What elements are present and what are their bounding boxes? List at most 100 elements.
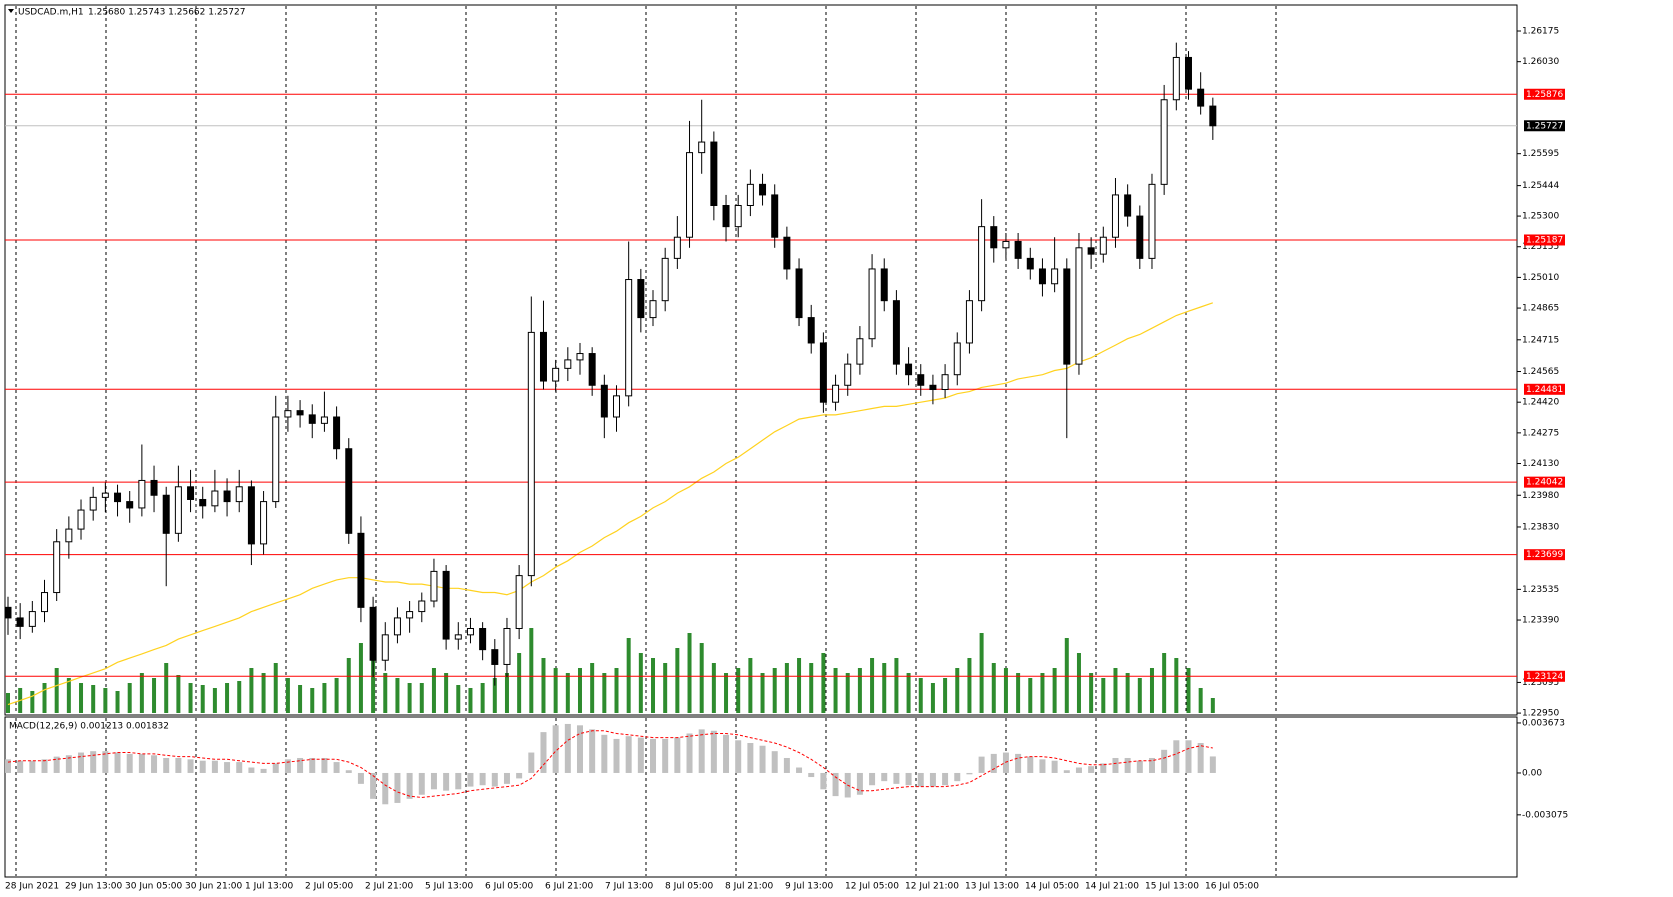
volume-bar (346, 658, 351, 713)
level-label-box (1524, 234, 1565, 246)
macd-bar (820, 772, 827, 790)
candle-body (1038, 268, 1046, 285)
macd-bar (735, 740, 742, 773)
x-tick-label: 12 Jul 05:00 (845, 882, 899, 892)
volume-bar (285, 678, 290, 713)
x-tick-label: 5 Jul 13:00 (425, 882, 474, 892)
candle-body (491, 649, 499, 665)
candle-body (211, 490, 219, 507)
candle-body (965, 300, 973, 344)
macd-bar (1124, 757, 1131, 773)
macd-bar (613, 738, 620, 773)
macd-bar (808, 772, 815, 778)
candle-body (539, 331, 547, 382)
macd-bar (1161, 749, 1168, 773)
macd-bar (1039, 759, 1046, 773)
macd-bar (710, 730, 717, 773)
level-label: 1.25876 (1526, 90, 1563, 100)
y-tick-label: 0.003673 (1522, 718, 1565, 728)
x-tick-label: 6 Jul 05:00 (485, 882, 534, 892)
macd-bar (163, 757, 170, 773)
macd-bar (1112, 757, 1119, 773)
candle-body (576, 353, 584, 361)
volume-bar (298, 685, 303, 713)
last-price-label: 1.25727 (1526, 121, 1563, 131)
macd-bar (297, 757, 304, 773)
volume-bar (1137, 678, 1142, 713)
macd-bar (893, 772, 900, 784)
candle-body (77, 509, 85, 530)
x-tick-label: 30 Jun 05:00 (125, 882, 182, 892)
chart-title: USDCAD.m,H1 (18, 8, 84, 18)
candle-body (819, 342, 827, 403)
x-tick-label: 2 Jul 05:00 (305, 882, 354, 892)
moving-average (7, 302, 1213, 706)
macd-bar (978, 756, 985, 773)
x-tick-label: 2 Jul 21:00 (365, 882, 414, 892)
macd-bar (771, 751, 778, 773)
candle-body (1002, 240, 1010, 249)
level-label-box (1524, 383, 1565, 395)
x-tick-label: 30 Jun 21:00 (185, 882, 242, 892)
candle-body (637, 279, 645, 319)
x-tick-label: 14 Jul 05:00 (1025, 882, 1079, 892)
volume-bar (127, 683, 132, 713)
y-tick-label: 1.24130 (1522, 459, 1559, 469)
volume-bar (797, 658, 802, 713)
x-tick-label: 8 Jul 21:00 (725, 882, 774, 892)
volume-bar (395, 678, 400, 713)
menu-arrow (8, 9, 14, 13)
macd-bar (637, 737, 644, 773)
level-label-box (1524, 549, 1565, 561)
macd-bar (905, 772, 912, 786)
macd-bar (284, 759, 291, 773)
volume-bar (602, 673, 607, 713)
volume-bar (1028, 678, 1033, 713)
last-price-box (1524, 120, 1565, 132)
candle-body (649, 300, 657, 319)
candle-body (272, 416, 280, 503)
volume-bar (200, 685, 205, 713)
volume-bar (1149, 668, 1154, 713)
macd-bar (29, 760, 36, 773)
candle-body (53, 541, 61, 594)
macd-bar (53, 756, 60, 773)
x-tick-label: 16 Jul 05:00 (1205, 882, 1259, 892)
candle-body (625, 279, 633, 397)
macd-bar (783, 757, 790, 773)
candle-body (722, 205, 730, 228)
x-tick-label: 7 Jul 13:00 (605, 882, 654, 892)
volume-bar (249, 668, 254, 713)
volume-bar (66, 678, 71, 713)
x-tick-label: 12 Jul 21:00 (905, 882, 959, 892)
candle-body (1148, 183, 1156, 259)
x-tick-label: 6 Jul 21:00 (545, 882, 594, 892)
volume-bar (529, 628, 534, 713)
candle-body (807, 317, 815, 344)
y-tick-label: 1.24565 (1522, 367, 1559, 377)
volume-bar (736, 668, 741, 713)
candle-body (162, 494, 170, 534)
volume-bar (967, 658, 972, 713)
candle-body (613, 395, 620, 418)
macd-bar (601, 734, 608, 773)
macd-bar (357, 772, 364, 784)
x-tick-label: 1 Jul 13:00 (245, 882, 294, 892)
x-tick-label: 14 Jul 21:00 (1085, 882, 1139, 892)
y-tick-label: 1.25595 (1522, 149, 1559, 159)
macd-bar (345, 770, 352, 773)
macd-bar (114, 752, 121, 773)
macd-bar (406, 772, 413, 799)
candle-body (892, 300, 900, 365)
candle-body (564, 359, 572, 369)
x-tick-label: 29 Jun 13:00 (65, 882, 122, 892)
volume-bar (1052, 668, 1057, 713)
candle-body (746, 183, 754, 207)
candle-body (990, 226, 998, 249)
volume-bar (943, 678, 948, 713)
macd-bar (869, 772, 876, 786)
candle-body (1051, 268, 1059, 285)
macd-bar (650, 738, 657, 773)
macd-bar (686, 733, 693, 773)
